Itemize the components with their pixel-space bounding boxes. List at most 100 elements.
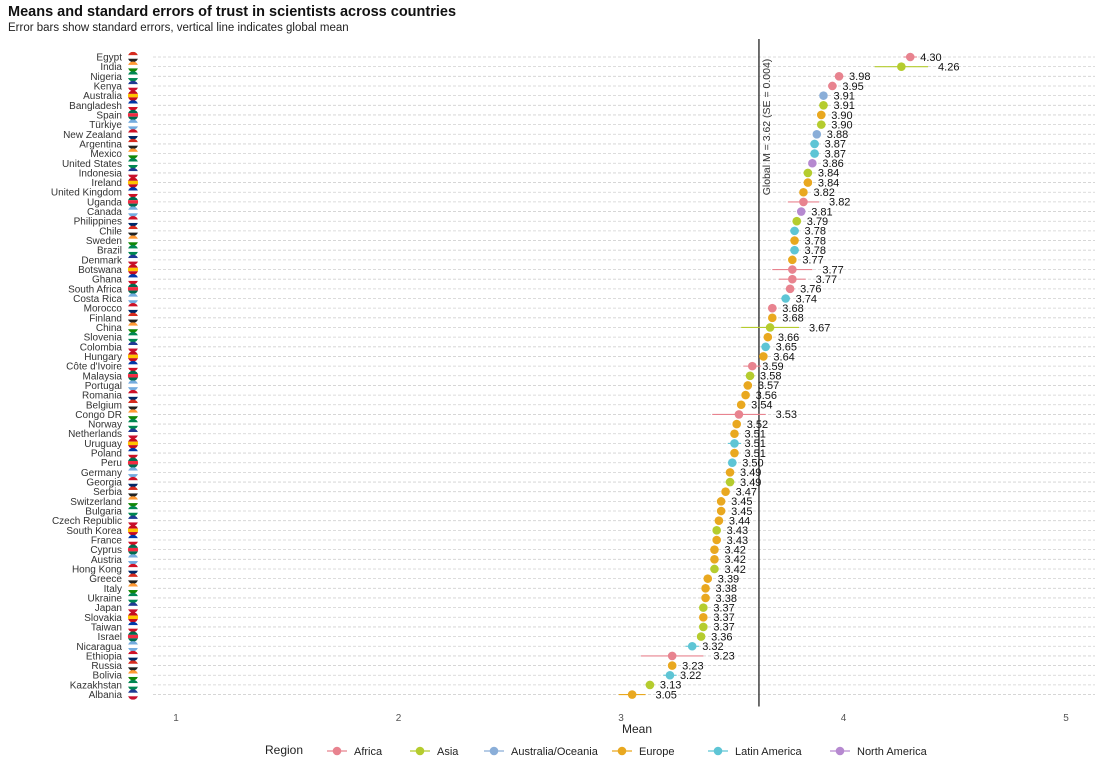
flag-stripe: [127, 161, 139, 165]
country-label: Canada: [87, 207, 122, 218]
flag-icon: [127, 61, 139, 72]
flag-icon: [127, 486, 139, 497]
flag-stripe: [127, 438, 139, 442]
value-label: 3.05: [655, 689, 676, 701]
flag-stripe: [127, 621, 139, 626]
mean-point: [732, 419, 741, 429]
mean-point: [667, 661, 677, 670]
flag-stripe: [127, 261, 139, 266]
flag-icon: [127, 158, 139, 169]
flag-stripe: [127, 602, 139, 606]
value-label: 3.67: [809, 322, 830, 334]
mean-point: [816, 120, 826, 129]
flag-stripe: [127, 206, 139, 210]
flag-stripe: [127, 676, 139, 681]
flag-stripe: [127, 489, 139, 494]
flag-stripe: [127, 518, 139, 523]
flag-stripe: [127, 592, 139, 597]
flag-icon: [127, 650, 139, 662]
value-label: 3.37: [713, 612, 734, 624]
flag-icon: [127, 602, 139, 613]
flag-stripe: [127, 90, 139, 94]
mean-point: [730, 448, 739, 458]
flag-stripe: [127, 441, 139, 446]
country-label: Costa Rica: [73, 294, 122, 305]
legend-item-label: Latin America: [735, 746, 803, 757]
mean-point: [796, 207, 806, 216]
flag-stripe: [127, 142, 139, 146]
value-label: 3.78: [805, 226, 826, 238]
flag-icon: [127, 360, 139, 372]
value-label: 3.57: [758, 380, 779, 392]
flag-stripe: [127, 609, 139, 613]
flag-icon: [127, 612, 139, 623]
flag-stripe: [127, 486, 139, 490]
country-label: Switzerland: [70, 497, 122, 508]
value-label: 3.51: [744, 448, 765, 460]
flag-icon: [127, 496, 139, 507]
flag-stripe: [127, 238, 139, 243]
flag-stripe: [127, 109, 139, 114]
mean-point: [819, 101, 828, 110]
flag-icon: [127, 148, 139, 159]
country-label: Uruguay: [84, 439, 122, 450]
flag-stripe: [127, 457, 139, 461]
value-label: 3.77: [822, 264, 843, 276]
country-label: Ireland: [91, 178, 122, 189]
value-label: 3.39: [718, 573, 739, 585]
flag-stripe: [127, 229, 139, 233]
value-label: 3.45: [731, 496, 752, 508]
mean-point: [803, 168, 813, 178]
flag-stripe: [127, 164, 139, 169]
flag-stripe: [127, 113, 139, 117]
flag-stripe: [127, 538, 139, 542]
flag-stripe: [127, 612, 139, 616]
flag-stripe: [127, 64, 139, 69]
x-tick-label: 1: [173, 713, 179, 724]
mean-point: [627, 690, 637, 699]
flag-icon: [127, 689, 139, 700]
value-label: 3.44: [729, 515, 750, 527]
flag-icon: [127, 100, 139, 111]
mean-point: [745, 371, 755, 381]
flag-stripe: [127, 219, 139, 223]
mean-point: [721, 487, 730, 497]
mean-point: [712, 526, 721, 535]
flag-stripe: [127, 264, 139, 268]
mean-point: [716, 497, 726, 506]
value-label: 3.78: [805, 235, 826, 247]
value-label: 3.58: [760, 371, 781, 383]
country-label: Israel: [98, 632, 122, 643]
mean-point: [699, 603, 708, 612]
flag-stripe: [127, 103, 139, 108]
mean-point: [819, 91, 828, 100]
flag-stripe: [127, 493, 139, 497]
flag-stripe: [127, 136, 139, 140]
flag-stripe: [127, 389, 139, 394]
value-label: 3.38: [716, 593, 737, 605]
flag-stripe: [127, 525, 139, 529]
flag-icon: [127, 525, 139, 536]
flag-icons: [127, 51, 139, 700]
flag-stripe: [127, 409, 139, 413]
country-label: Georgia: [86, 478, 122, 489]
legend-item-label: Africa: [354, 746, 383, 757]
country-label: Belgium: [86, 400, 122, 411]
flag-stripe: [127, 203, 139, 208]
flag-icon: [127, 389, 139, 401]
flag-stripe: [127, 567, 139, 571]
flag-stripe: [127, 138, 139, 143]
legend-key-dot: [489, 746, 499, 756]
flag-stripe: [127, 132, 139, 137]
flag-icon: [127, 293, 139, 304]
flag-icon: [127, 235, 139, 246]
value-label: 3.86: [822, 158, 843, 170]
flag-stripe: [127, 296, 139, 301]
flag-stripe: [127, 670, 139, 674]
mean-point: [710, 564, 719, 574]
flag-stripe: [127, 222, 139, 227]
flag-stripe: [127, 331, 139, 336]
flag-stripe: [127, 454, 139, 459]
mean-point: [712, 535, 721, 545]
country-label: Ghana: [92, 275, 122, 286]
